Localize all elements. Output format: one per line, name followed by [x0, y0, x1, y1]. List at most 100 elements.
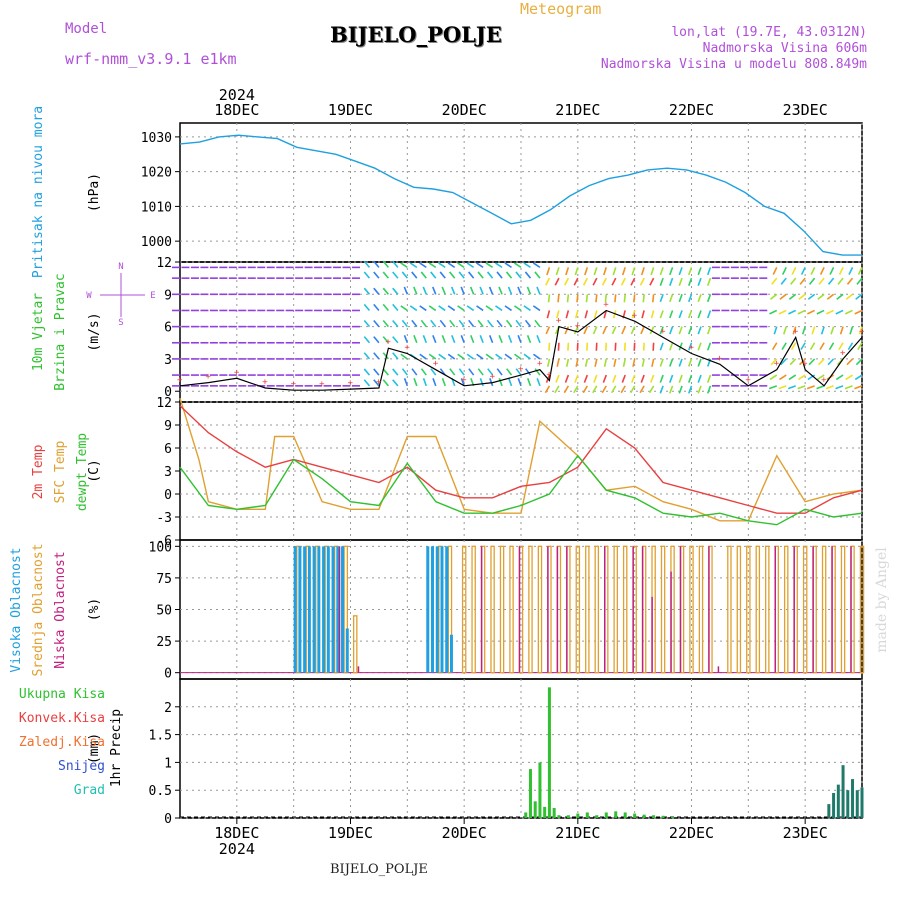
wind-arrow [604, 294, 608, 303]
y-tick-label: 0 [164, 488, 172, 503]
wind-arrow [420, 271, 427, 279]
wind-arrow [825, 309, 834, 315]
total-precip-bar [543, 806, 547, 818]
wind-arrow [659, 326, 664, 335]
y-tick-label: 12 [156, 396, 172, 411]
mid-cloud-bar [471, 545, 476, 674]
high-cloud-bar [322, 546, 326, 673]
total-precip-bar [557, 815, 561, 818]
wind-arrow [659, 385, 664, 394]
wind-arrow [631, 374, 636, 383]
pressure-label: Pritisak na nivou mora [31, 106, 46, 278]
wind-arrow [555, 374, 560, 383]
wind-arrow [820, 326, 825, 335]
wind-arrow [373, 319, 380, 328]
panel-frame [179, 261, 863, 403]
wind-arrow [496, 271, 503, 279]
wind-arrow [498, 335, 503, 344]
wind-arrow [642, 294, 645, 303]
wind-arrow [438, 353, 446, 360]
mid-cloud-bar [461, 545, 467, 674]
wind-arrow [411, 271, 418, 279]
wind-arrow [779, 293, 787, 300]
wind-arrow [546, 267, 551, 276]
unit-label: (%) [87, 598, 102, 621]
wind-arrow [392, 271, 399, 279]
y-tick-label: -6 [156, 534, 172, 549]
wind-arrow [515, 319, 522, 328]
total-precip-bar [623, 812, 627, 818]
wind-arrow [583, 374, 589, 383]
snow-precip-bar [851, 779, 855, 818]
wind-arrow [817, 293, 825, 300]
unit-label: (C) [87, 459, 102, 482]
low-cloud-bar [357, 666, 360, 673]
wind-arrow [650, 267, 655, 276]
wind-arrow [809, 342, 816, 351]
cloud-low-label: Niska Oblacnost [53, 551, 68, 668]
wind-arrow [631, 310, 636, 319]
wind-gust-marker: + [385, 338, 391, 348]
wind-arrow [779, 374, 787, 381]
wind-arrow [488, 335, 494, 344]
wind-arrow [564, 326, 570, 335]
wind-arrow [601, 385, 607, 394]
wind-arrow [488, 286, 494, 295]
wind-gust-marker: + [660, 327, 666, 337]
wind-arrow [816, 309, 825, 315]
wind-arrow [649, 277, 655, 286]
total-precip-bar [633, 813, 637, 818]
wind-gust-marker: + [376, 378, 382, 388]
wind-arrow [556, 358, 560, 367]
wind-arrow [584, 310, 589, 319]
wind-arrow [363, 368, 371, 376]
wind-gust-marker: + [234, 368, 240, 378]
y-tick-label: 6 [164, 321, 172, 336]
wind-arrow [485, 305, 494, 312]
wind-arrow [422, 378, 428, 387]
wind-arrow [651, 358, 655, 367]
y-tick-label: 1 [164, 756, 172, 771]
wind-arrow [392, 336, 399, 344]
mid-cloud-bar [821, 545, 827, 674]
wind-label: 10m Vjetar [31, 293, 46, 371]
wind-arrow [688, 374, 693, 383]
wind-arrow [845, 374, 853, 381]
low-cloud-bar [547, 546, 549, 673]
mid-cloud-bar [698, 545, 704, 674]
wind-arrow [706, 374, 712, 383]
high-cloud-bar [440, 546, 444, 673]
y-tick-label: 3 [164, 465, 172, 480]
wind-arrow [669, 326, 674, 335]
wind-arrow [430, 319, 437, 328]
wind-arrow [830, 326, 835, 335]
wind-arrow [419, 353, 427, 360]
wind-arrow [565, 310, 570, 319]
wind-arrow [441, 335, 446, 344]
wind-arrow [498, 286, 503, 295]
wind-arrow [477, 368, 484, 376]
wind-arrow [517, 286, 522, 295]
y-tick-label: 25 [156, 635, 172, 650]
wind-arrow [612, 374, 617, 383]
wind-arrow [449, 319, 456, 328]
y-tick-label: 9 [164, 288, 172, 303]
wind-arrow [593, 374, 598, 383]
wind-arrow [419, 262, 427, 269]
wind-arrow [574, 267, 579, 276]
y-tick-label: 12 [156, 256, 172, 271]
top-date-label: 19DEC [328, 101, 373, 119]
mid-cloud-bar [509, 545, 514, 674]
wind-arrow [602, 326, 607, 335]
wind-arrow [476, 262, 484, 269]
cloud-high-label: Visoka Oblacnost [9, 547, 24, 672]
wind-arrow [447, 262, 456, 269]
wind-label-2: Brzina i Pravac [53, 273, 68, 390]
wind-arrow [373, 271, 380, 279]
wind-arrow [816, 374, 825, 381]
wind-arrow [400, 305, 408, 312]
bottom-date-label: 19DEC [328, 824, 373, 842]
wind-arrow [467, 271, 475, 279]
wind-gust-marker: + [319, 380, 325, 390]
wind-arrow [639, 385, 645, 394]
